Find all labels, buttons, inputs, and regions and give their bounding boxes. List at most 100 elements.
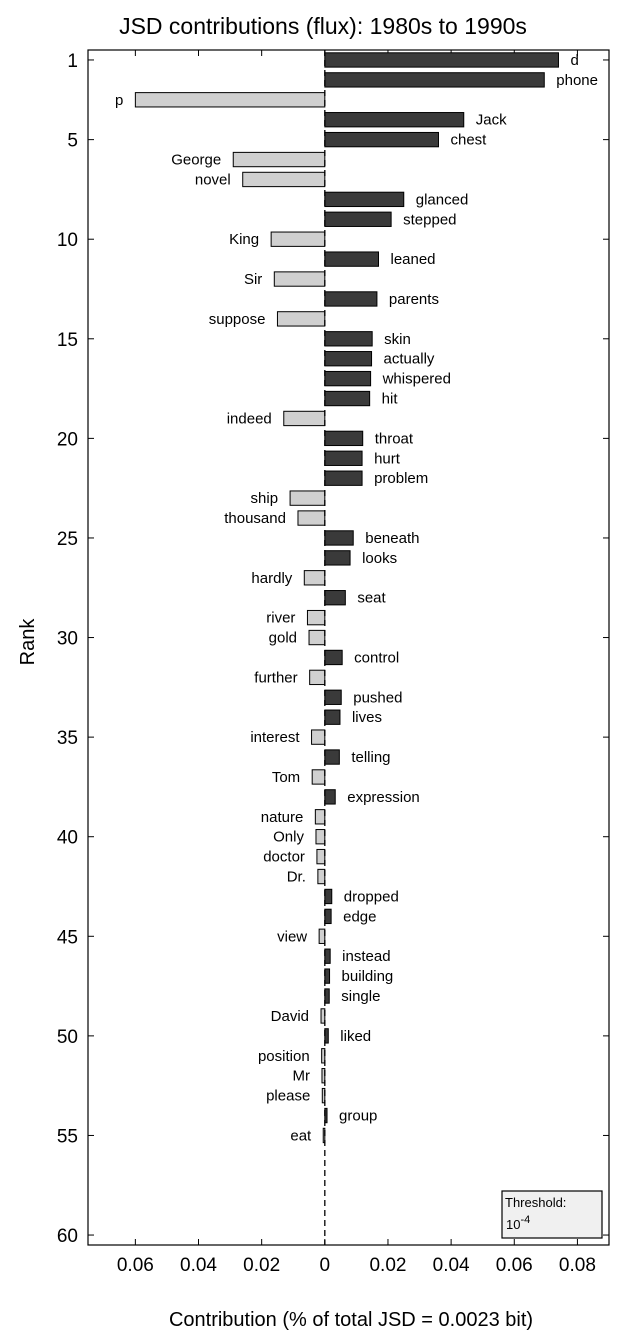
word-label-doctor: doctor [263,849,305,866]
word-label-ship: ship [251,490,279,507]
bar-chest [324,131,439,148]
word-label-hurt: hurt [374,450,401,467]
word-label-Only: Only [273,829,304,846]
word-label-Jack: Jack [476,112,507,129]
bar-problem [324,470,363,486]
y-tick-label: 1 [67,51,78,72]
bar-leaned [324,251,379,267]
word-label-George: George [171,152,221,169]
y-tick-label: 15 [57,330,78,351]
word-label-suppose: suppose [209,311,266,328]
word-label-Sir: Sir [244,271,262,288]
word-label-phone: phone [556,72,598,89]
x-tick-label: 0.04 [433,1255,470,1276]
y-tick-label: 25 [57,529,78,550]
bar-hardly [303,570,326,586]
bar-stepped [324,211,392,227]
word-label-nature: nature [261,809,304,826]
x-tick-label: 0.02 [243,1255,280,1276]
word-label-pushed: pushed [353,689,402,706]
bar-dropped [324,888,333,905]
bar-telling [324,749,340,765]
plot-area: 0.06 0.04 0.02 0 0.02 0.04 0.06 0.0815101520253… [57,49,610,1276]
word-label-looks: looks [362,550,397,567]
bar-whispered [324,370,372,387]
bar-gold [308,629,326,646]
bar-ship [289,490,326,506]
bar-view [318,928,326,944]
x-tick-label: 0.04 [180,1255,217,1276]
word-label-chest: chest [450,132,487,149]
chart-title: JSD contributions (flux): 1980s to 1990s [119,13,527,39]
y-tick-label: 50 [57,1027,78,1048]
bar-river [306,609,326,626]
word-label-control: control [354,649,399,666]
bar-throat [324,430,364,447]
word-label-leaned: leaned [390,251,435,268]
word-label-skin: skin [384,331,411,348]
axes-frame [87,49,610,1246]
word-label-view: view [277,928,307,945]
word-label-beneath: beneath [365,530,419,547]
threshold-label: Threshold: [505,1195,566,1210]
x-tick-label: 0.08 [559,1255,596,1276]
bar-beneath [324,530,354,546]
word-label-hit: hit [382,391,399,408]
bar-Tom [311,769,326,785]
bar-skin [324,331,373,347]
word-label-gold: gold [269,630,297,647]
bar-p [134,92,326,108]
word-label-expression: expression [347,789,420,806]
word-label-further: further [254,669,297,686]
bar-hit [324,390,371,407]
bar-doctor [316,848,326,865]
y-tick-label: 60 [57,1226,78,1247]
bar-building [324,968,331,984]
bar-parents [324,291,378,307]
x-tick-label: 0 [320,1255,331,1276]
bar-looks [324,550,351,566]
bar-hurt [324,450,363,466]
word-label-problem: problem [374,470,428,487]
word-label-dropped: dropped [344,888,399,905]
word-label-d: d [570,52,578,69]
word-label-p: p [115,92,123,109]
word-label-actually: actually [384,351,435,368]
word-label-King: King [229,231,259,248]
y-tick-label: 30 [57,629,78,650]
word-label-eat: eat [290,1127,312,1144]
y-tick-label: 35 [57,728,78,749]
word-label-stepped: stepped [403,211,456,228]
bar-phone [324,72,545,88]
y-tick-label: 40 [57,828,78,849]
bar-actually [324,351,373,367]
word-label-glanced: glanced [416,191,469,208]
bar-expression [324,789,336,805]
word-label-building: building [342,968,394,985]
bar-Jack [324,112,465,128]
word-label-parents: parents [389,291,439,308]
bar-Dr. [317,868,326,885]
bar-lives [324,709,341,725]
word-label-whispered: whispered [382,371,451,388]
word-label-Dr.: Dr. [287,869,306,886]
x-axis-label: Contribution (% of total JSD = 0.0023 bi… [169,1309,533,1331]
x-tick-label: 0.06 [496,1255,533,1276]
y-tick-label: 5 [67,131,78,152]
y-tick-label: 45 [57,927,78,948]
word-label-indeed: indeed [227,410,272,427]
x-tick-label: 0.06 [117,1255,154,1276]
word-label-please: please [266,1088,310,1105]
word-label-hardly: hardly [251,570,292,587]
word-label-instead: instead [342,948,390,965]
word-label-novel: novel [195,171,231,188]
bar-indeed [283,410,326,427]
bar-d [324,52,559,68]
word-label-lives: lives [352,709,382,726]
y-tick-label: 10 [57,230,78,251]
word-label-position: position [258,1048,310,1065]
word-label-group: group [339,1108,377,1125]
bar-Sir [273,271,326,287]
word-label-liked: liked [340,1028,371,1045]
